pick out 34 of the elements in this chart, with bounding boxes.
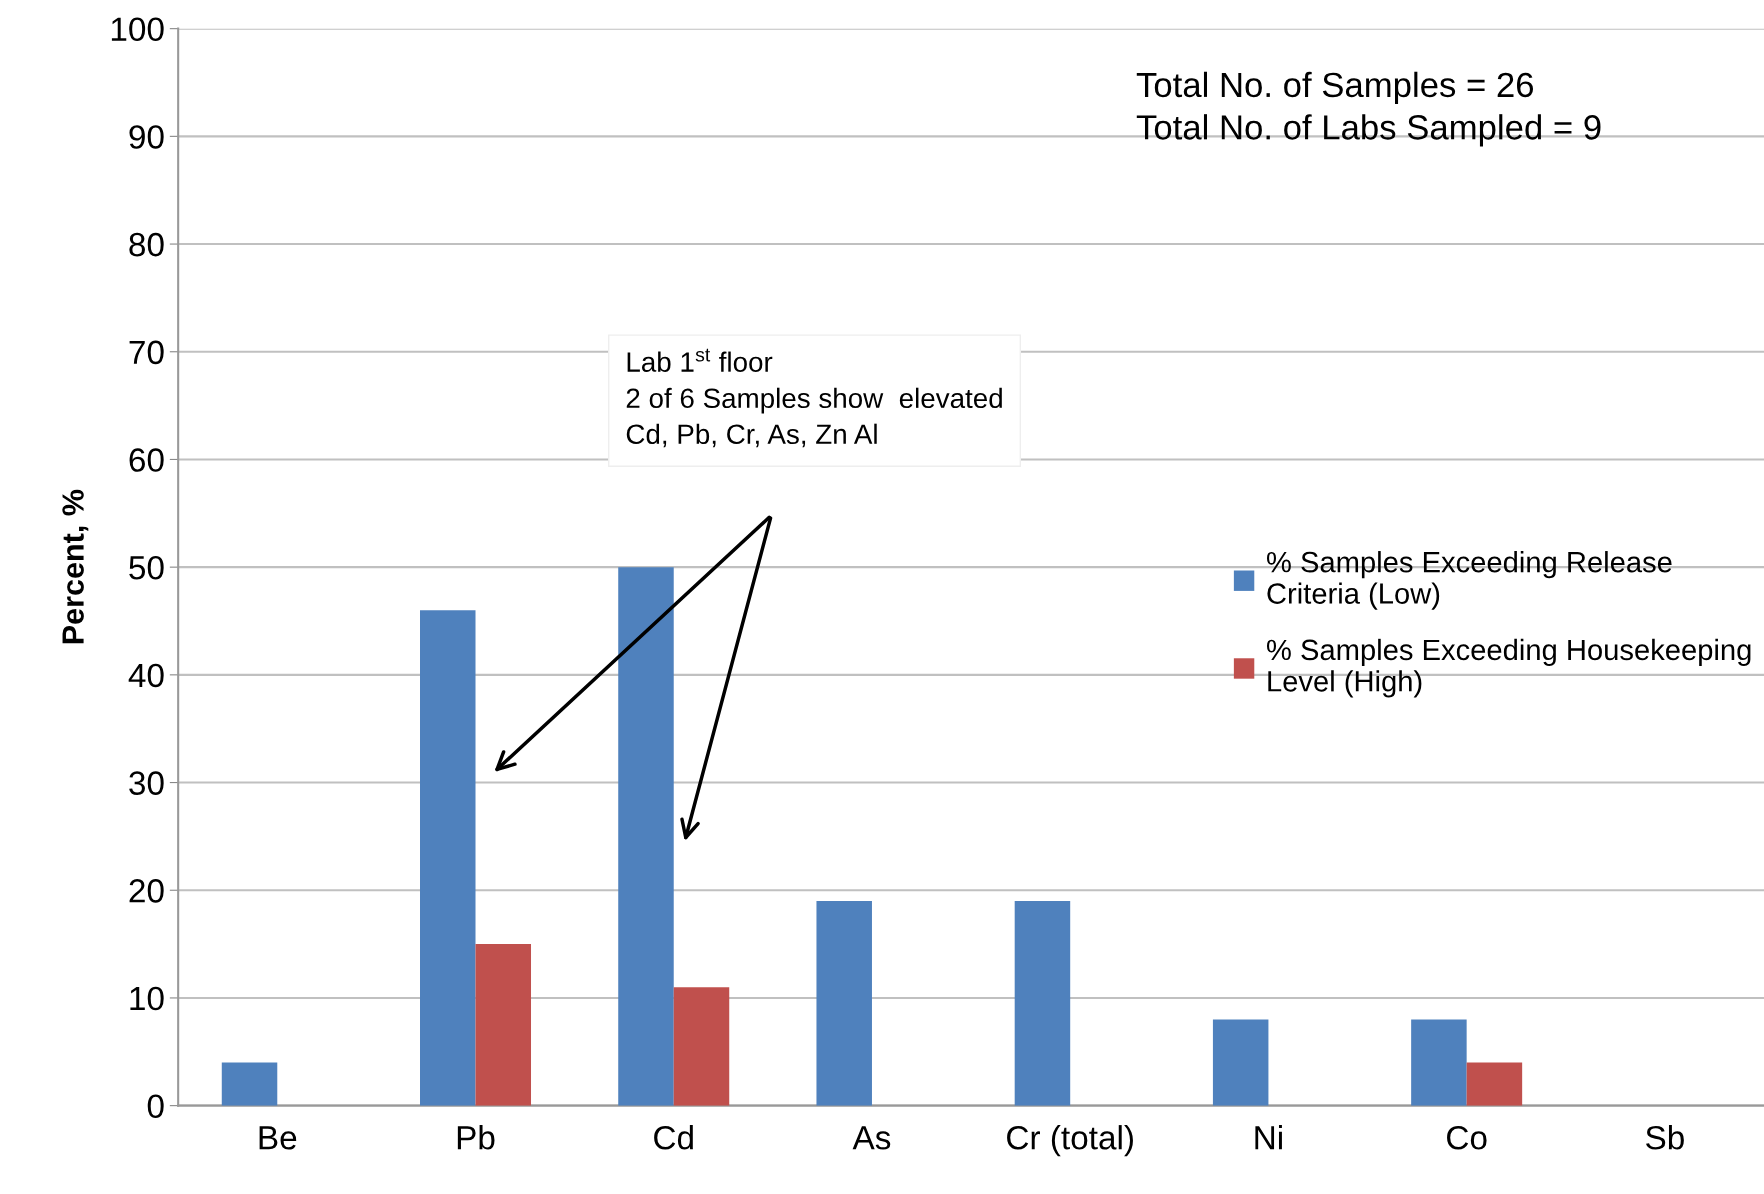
x-tick-label: Be xyxy=(259,1126,297,1150)
bar xyxy=(1466,1062,1523,1106)
bar xyxy=(816,901,872,1106)
x-tick-label: Pb xyxy=(457,1125,495,1150)
y-tick-label: 30 xyxy=(129,771,164,795)
annotation: Total No. of Samples = 26 Total No. of Labs Sampled = 9 xyxy=(1136,71,1601,147)
x-tick-label: Cd xyxy=(654,1125,693,1150)
bar xyxy=(221,1062,278,1106)
x-tick-label: Sb xyxy=(1646,1125,1684,1150)
y-tick-label: 60 xyxy=(129,448,164,472)
bar xyxy=(1212,1019,1269,1106)
bar xyxy=(673,987,730,1106)
y-tick-label: 70 xyxy=(129,340,164,365)
y-tick-label: 20 xyxy=(129,879,164,903)
x-tick-label: Ni xyxy=(1255,1125,1282,1150)
bar xyxy=(1411,1019,1467,1106)
annotation: Lab 1$^{st}$ floor 2 of 6 Samples show elevated Cd, Pb, Cr, As, Zn Al xyxy=(626,348,1002,448)
y-tick-label: 50 xyxy=(129,555,164,580)
y-tick-label: 90 xyxy=(129,125,164,149)
y-tick-label: 40 xyxy=(128,663,164,688)
y-axis-title: Percent, % xyxy=(62,489,89,644)
legend-label: % Samples Exceeding Release Criteria (Low) xyxy=(1266,551,1672,610)
bar xyxy=(475,944,532,1106)
y-tick-label: 10 xyxy=(130,986,164,1011)
y-tick-label: 100 xyxy=(111,17,164,42)
x-tick-label: As xyxy=(852,1126,891,1150)
y-tick-label: 80 xyxy=(129,232,164,257)
x-tick-label: Co xyxy=(1447,1125,1487,1150)
bar xyxy=(1014,901,1071,1106)
bar xyxy=(618,567,674,1106)
x-tick-label: Cr (total) xyxy=(1007,1125,1133,1157)
bar xyxy=(420,610,476,1106)
legend-label: % Samples Exceeding Housekeeping Level (High) xyxy=(1266,638,1751,698)
y-tick-label: 0 xyxy=(147,1094,164,1119)
